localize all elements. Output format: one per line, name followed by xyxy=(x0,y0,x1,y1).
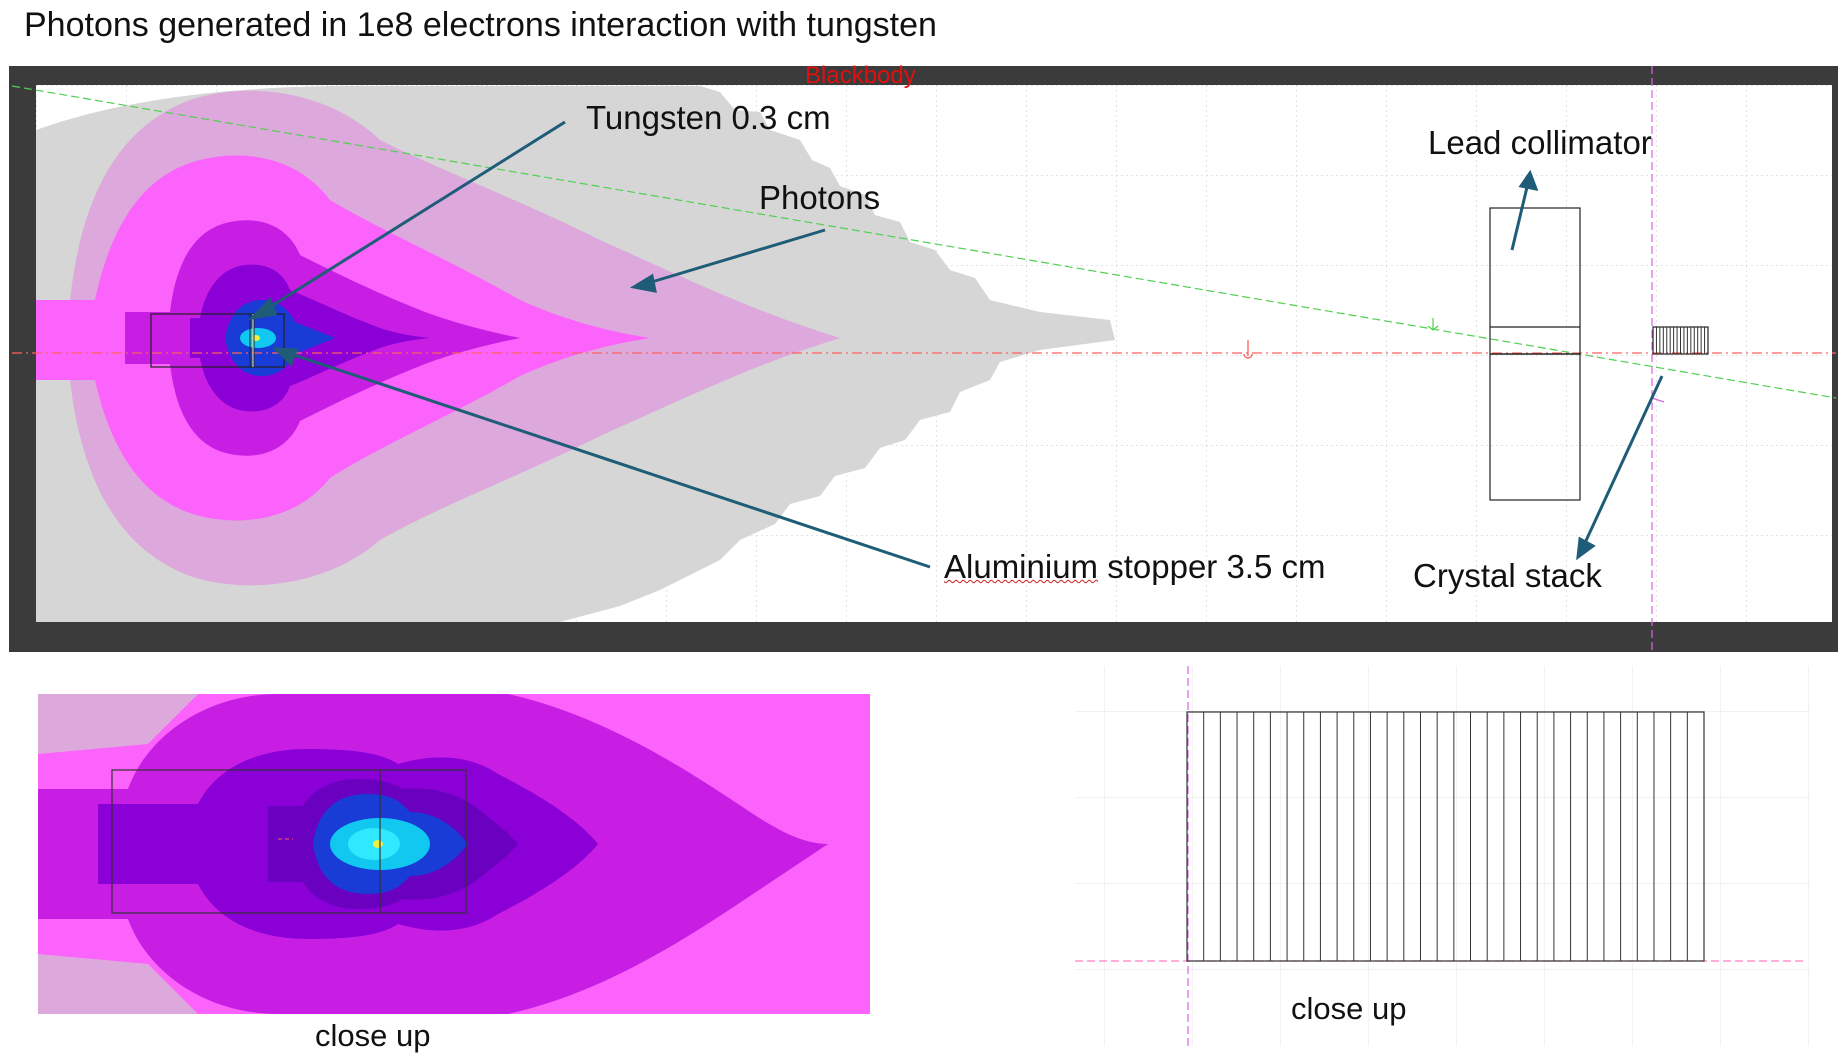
crystal-stack-small xyxy=(1652,326,1709,355)
closeup-crystal-view xyxy=(1075,666,1810,1046)
closeup-left-caption: close up xyxy=(315,1018,431,1053)
marker-green xyxy=(1427,318,1439,331)
main-view xyxy=(11,66,1837,652)
green-guide-line xyxy=(11,85,1837,399)
tungsten-label: Tungsten 0.3 cm xyxy=(586,99,831,136)
photons-label: Photons xyxy=(759,179,881,216)
marker-red xyxy=(1243,340,1253,359)
aluminium-rest: stopper 3.5 cm xyxy=(1098,548,1326,585)
arrow-photons xyxy=(629,228,826,293)
closeup-target-view xyxy=(38,694,870,1014)
crystal-stack-large xyxy=(1186,711,1705,962)
crystal-stack-label: Crystal stack xyxy=(1413,557,1602,594)
aluminium-stopper-outline xyxy=(150,313,285,368)
aluminium-word: Aluminium xyxy=(944,548,1099,585)
aluminium-stopper-label: Aluminium stopper 3.5 cm xyxy=(944,550,1326,583)
page-title: Photons generated in 1e8 electrons inter… xyxy=(24,6,937,44)
lead-collimator-label: Lead collimator xyxy=(1428,124,1652,161)
blackbody-label: Blackbody xyxy=(805,62,916,89)
closeup-aluminium-outline xyxy=(111,769,467,914)
arrow-lead-collimator xyxy=(1510,169,1539,251)
tungsten-target-outline xyxy=(249,313,255,368)
arrow-aluminium xyxy=(272,347,931,569)
closeup-right-caption: close up xyxy=(1291,991,1407,1026)
marker-magenta xyxy=(1651,397,1665,403)
arrow-tungsten xyxy=(247,120,566,321)
arrow-crystal-stack xyxy=(1576,375,1664,561)
lead-collimator xyxy=(1489,207,1581,501)
